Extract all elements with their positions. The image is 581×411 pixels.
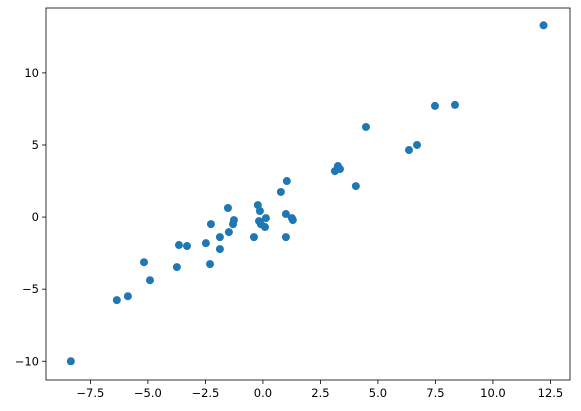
point <box>260 223 269 232</box>
x-tick-label: 10.0 <box>480 386 506 400</box>
x-tick-label: 5.0 <box>369 386 387 400</box>
point <box>223 203 232 212</box>
point <box>281 233 290 242</box>
point <box>201 239 210 248</box>
point <box>183 242 192 251</box>
y-tick-label: 10 <box>24 66 39 80</box>
x-tick-label: 0.0 <box>254 386 272 400</box>
point <box>123 292 132 301</box>
point <box>430 101 439 110</box>
point <box>361 122 370 131</box>
point <box>539 21 548 30</box>
x-tick-label: 2.5 <box>311 386 329 400</box>
x-tick-label: −2.5 <box>191 386 219 400</box>
point <box>351 182 360 191</box>
point <box>450 100 459 109</box>
point <box>206 260 215 269</box>
point <box>261 214 270 223</box>
point <box>224 228 233 237</box>
y-tick-label: −5 <box>22 282 39 296</box>
point <box>112 296 121 305</box>
point <box>282 177 291 186</box>
point <box>288 216 297 225</box>
point <box>255 207 264 216</box>
point <box>229 220 238 229</box>
point <box>281 210 290 219</box>
x-tick-label: −5.0 <box>134 386 162 400</box>
point <box>66 357 75 366</box>
point <box>404 146 413 155</box>
point <box>172 263 181 272</box>
x-tick-label: −7.5 <box>76 386 104 400</box>
point <box>413 140 422 149</box>
point <box>206 220 215 229</box>
axes-frame <box>45 7 571 381</box>
y-tick-label: 0 <box>32 210 39 224</box>
point <box>139 258 148 267</box>
x-tick-label: 12.5 <box>538 386 564 400</box>
point <box>249 233 258 242</box>
point <box>215 233 224 242</box>
point <box>335 165 344 174</box>
x-tick-label: 7.5 <box>426 386 444 400</box>
point <box>215 245 224 254</box>
point <box>174 241 183 250</box>
point <box>145 276 154 285</box>
y-tick-label: −10 <box>15 354 39 368</box>
point <box>276 187 285 196</box>
y-tick-label: 5 <box>32 138 39 152</box>
